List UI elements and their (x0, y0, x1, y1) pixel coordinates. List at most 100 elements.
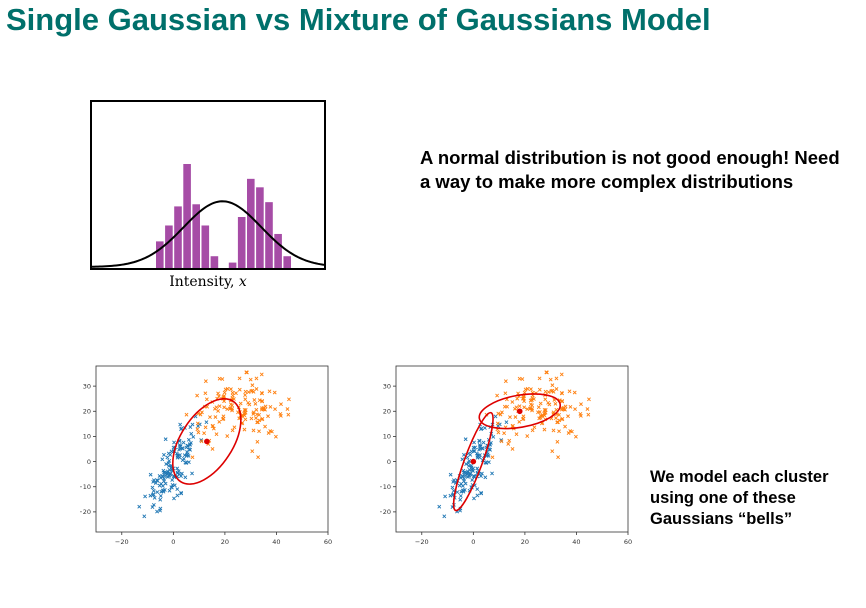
scatter-point (210, 424, 215, 429)
scatter-point (578, 411, 583, 416)
single-gaussian-scatter-chart: −20 0 20 40 60 −20 −10 0 10 20 30 (77, 360, 340, 555)
x-tick-label: 60 (624, 538, 632, 546)
scatter-point (150, 485, 155, 490)
scatter-point (259, 372, 264, 377)
scatter-point (216, 391, 220, 396)
scatter-point (273, 407, 277, 412)
scatter-points (137, 370, 291, 519)
scatter-point (142, 514, 147, 519)
scatter-point (182, 453, 187, 458)
scatter-point (568, 404, 573, 409)
y-tick-label: 10 (383, 433, 391, 441)
scatter-point (181, 440, 186, 445)
scatter-point (554, 376, 559, 381)
scatter-point (217, 419, 222, 424)
histogram-bar (237, 217, 246, 268)
scatter-point (475, 466, 480, 471)
scatter-point (255, 420, 260, 425)
scatter-point (587, 397, 591, 402)
scatter-point (530, 408, 534, 413)
scatter-point (220, 377, 225, 381)
scatter-point (470, 468, 475, 472)
scatter-point (462, 470, 467, 475)
scatter-point (243, 417, 248, 422)
x-tick-label: 40 (572, 538, 580, 546)
scatter-point (543, 408, 548, 412)
scatter-point (170, 483, 175, 487)
scatter-point (166, 461, 171, 466)
scatter-point (161, 489, 166, 494)
scatter-point (557, 429, 561, 434)
scatter-point (160, 457, 165, 462)
scatter-point (166, 451, 171, 456)
scatter-point (530, 428, 535, 433)
scatter-point (483, 475, 488, 480)
scatter-point (151, 502, 156, 507)
y-tick-label: 0 (87, 458, 91, 466)
gaussian-ellipse (452, 411, 494, 512)
scatter-point (174, 451, 179, 456)
scatter-point (586, 412, 591, 417)
scatter-point (507, 438, 512, 443)
scatter-point (250, 449, 255, 454)
histogram-bar (247, 178, 255, 268)
scatter-point (572, 390, 577, 395)
histogram-x-axis-label-text: Intensity, (169, 274, 239, 290)
scatter-point (228, 406, 233, 411)
scatter-point (230, 408, 234, 413)
scatter-point (180, 458, 185, 463)
histogram-bar (165, 225, 173, 268)
scatter-point (573, 407, 577, 412)
scatter-point (460, 474, 465, 478)
scatter-point (528, 406, 533, 411)
scatter-point (573, 434, 578, 439)
scatter-point (188, 442, 192, 447)
scatter-point (278, 411, 283, 416)
scatter-point (195, 421, 200, 426)
x-tick-label: −20 (115, 538, 129, 546)
scatter-point (566, 414, 570, 419)
scatter-point (517, 404, 522, 409)
scatter-point (506, 442, 511, 446)
scatter-point (151, 492, 156, 497)
scatter-point (475, 493, 480, 498)
scatter-point (175, 493, 180, 498)
scatter-point (167, 468, 172, 472)
mixture-gaussian-scatter-chart: −20 0 20 40 60 −20 −10 0 10 20 30 (377, 360, 640, 555)
scatter-point (238, 401, 243, 406)
histogram-chart (90, 100, 326, 270)
scatter-point (579, 402, 583, 407)
scatter-point (179, 426, 184, 431)
scatter-point (232, 425, 237, 430)
scatter-point (148, 493, 153, 498)
scatter-point (502, 404, 507, 409)
scatter-point (204, 420, 209, 425)
scatter-point (243, 393, 248, 397)
scatter-point (465, 471, 470, 475)
scatter-point (537, 410, 542, 414)
scatter-point (249, 416, 254, 421)
scatter-point (448, 472, 453, 477)
scatter-point (165, 471, 170, 475)
scatter-point (170, 478, 175, 482)
scatter-point (160, 474, 165, 478)
scatter-point (179, 491, 184, 496)
scatter-point (510, 447, 515, 451)
scatter-point (522, 399, 527, 404)
scatter-point (255, 439, 260, 444)
x-tick-label: 20 (521, 538, 529, 546)
y-tick-label: −10 (80, 483, 91, 491)
scatter-point (495, 421, 500, 426)
scatter-point (563, 424, 567, 429)
scatter-point (477, 447, 481, 452)
scatter-point (213, 415, 218, 419)
scatter-point (470, 478, 475, 482)
x-tick-label: 0 (171, 538, 175, 546)
scatter-point (186, 460, 191, 465)
x-tick-label: −20 (415, 538, 429, 546)
histogram-plot (92, 164, 324, 268)
scatter-point (525, 407, 530, 412)
scatter-point (266, 431, 271, 435)
scatter-point (475, 453, 480, 458)
scatter-point (496, 430, 501, 435)
